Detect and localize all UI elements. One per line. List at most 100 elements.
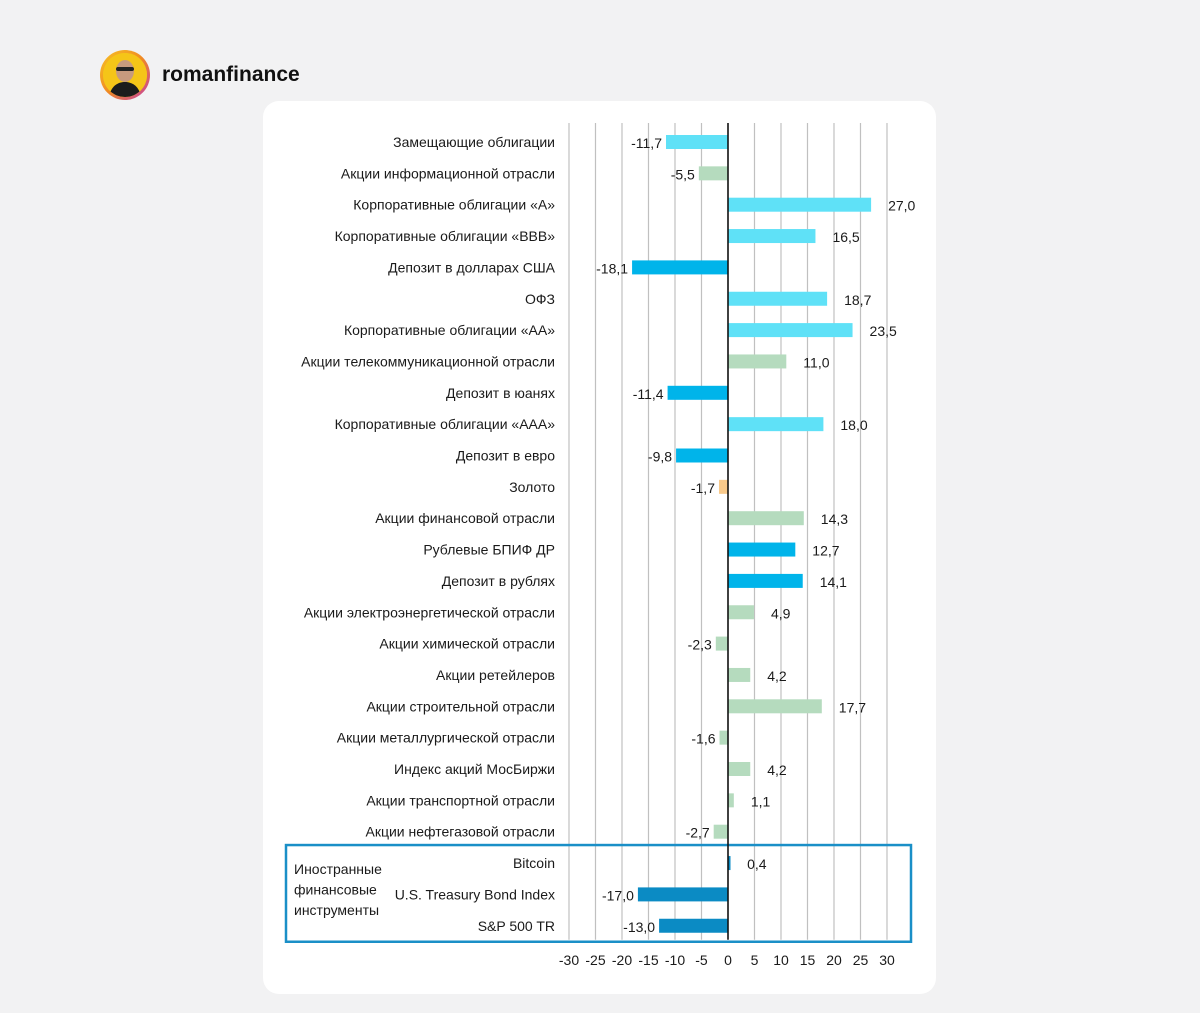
x-tick-label: 0 [724, 952, 732, 968]
category-label: Акции нефтегазовой отрасли [366, 824, 556, 840]
value-label: 1,1 [751, 793, 771, 809]
value-label: -11,4 [633, 386, 664, 402]
value-label: 0,4 [747, 856, 767, 872]
x-tick-label: 5 [751, 952, 759, 968]
value-label: -9,8 [648, 449, 672, 465]
category-label: Акции химической отрасли [379, 636, 555, 652]
x-tick-label: -10 [665, 952, 685, 968]
value-label: -5,5 [671, 166, 695, 182]
value-label: -13,0 [623, 919, 655, 935]
category-label: Депозит в евро [456, 448, 555, 464]
category-label: U.S. Treasury Bond Index [395, 886, 555, 902]
x-tick-label: 30 [879, 952, 895, 968]
x-tick-label: -30 [559, 952, 579, 968]
value-label: 27,0 [888, 198, 915, 214]
x-tick-label: 15 [800, 952, 816, 968]
bar [667, 385, 728, 400]
x-tick-label: -25 [585, 952, 605, 968]
category-label: Рублевые БПИФ ДР [423, 542, 555, 558]
x-tick-label: -15 [638, 952, 658, 968]
bar [698, 166, 728, 181]
value-label: 11,0 [803, 354, 829, 370]
bar [728, 605, 754, 620]
category-label: Акции транспортной отрасли [366, 792, 555, 808]
category-label: Индекс акций МосБиржи [394, 761, 555, 777]
category-label: Корпоративные облигации «ААА» [335, 416, 556, 432]
value-label: 17,7 [839, 699, 866, 715]
value-label: 14,1 [820, 574, 847, 590]
category-label: Депозит в рублях [442, 573, 555, 589]
category-label: Акции информационной отрасли [341, 165, 555, 181]
bar [713, 824, 728, 839]
chart-card: Иностранные финансовые инструменты Замещающ… [263, 101, 936, 994]
category-label: Корпоративные облигации «А» [353, 197, 555, 213]
category-label: Депозит в долларах США [388, 259, 556, 275]
bar [728, 229, 816, 244]
value-label: -17,0 [602, 887, 634, 903]
value-label: 4,2 [767, 762, 787, 778]
value-label: -1,6 [691, 731, 715, 747]
person-icon [103, 53, 147, 97]
value-label: -2,7 [686, 825, 710, 841]
value-label: -18,1 [596, 260, 628, 276]
bar [718, 479, 728, 494]
x-tick-label: -20 [612, 952, 632, 968]
bar [728, 323, 853, 338]
bar [728, 197, 872, 212]
bar [728, 762, 751, 776]
bar [632, 260, 728, 275]
bar [728, 856, 731, 871]
category-label: Акции строительной отрасли [366, 698, 555, 714]
bar [659, 918, 728, 933]
category-label: Bitcoin [513, 855, 555, 871]
x-tick-label: 25 [853, 952, 869, 968]
bar [715, 636, 728, 651]
category-label: Корпоративные облигации «BBB» [335, 228, 556, 244]
category-label: Акции телекоммуникационной отрасли [301, 353, 555, 369]
value-label: 12,7 [812, 543, 839, 559]
category-label: ОФЗ [525, 291, 555, 307]
avatar-photo [103, 53, 147, 97]
category-label: Замещающие облигации [393, 134, 555, 150]
bar [728, 542, 796, 557]
value-label: -2,3 [688, 637, 712, 653]
category-label: Депозит в юанях [446, 385, 555, 401]
bar [728, 667, 751, 682]
group-label-line: Иностранные [294, 861, 382, 877]
category-label: Корпоративные облигации «АА» [344, 322, 555, 338]
bar [728, 573, 803, 588]
category-label: Золото [509, 479, 555, 495]
group-frame [284, 843, 913, 943]
value-label: -11,7 [631, 135, 662, 151]
bar [728, 699, 822, 714]
category-label: Акции электроэнергетической отрасли [304, 604, 555, 620]
category-label: Акции финансовой отрасли [375, 510, 555, 526]
bar [728, 291, 828, 306]
group-label-line: инструменты [294, 902, 379, 918]
value-label: 4,9 [771, 605, 791, 621]
x-tick-label: 20 [826, 952, 842, 968]
bar [719, 730, 728, 745]
value-label: 23,5 [870, 323, 897, 339]
bar [676, 448, 728, 463]
bar [665, 135, 728, 149]
post-header: romanfinance [100, 50, 300, 100]
bar [728, 417, 824, 432]
value-label: 4,2 [767, 668, 787, 684]
bar-chart: Иностранные финансовые инструменты Замещающ… [284, 123, 916, 968]
value-label: 18,0 [840, 417, 867, 433]
value-label: 16,5 [832, 229, 859, 245]
avatar[interactable] [100, 50, 150, 100]
author-name[interactable]: romanfinance [162, 63, 300, 86]
bar [728, 793, 734, 808]
value-label: 14,3 [821, 511, 848, 527]
bar [728, 511, 804, 526]
x-tick-label: 10 [773, 952, 789, 968]
category-label: S&P 500 TR [478, 918, 555, 934]
category-label: Акции металлургической отрасли [337, 730, 555, 746]
value-label: 18,7 [844, 292, 871, 308]
value-label: -1,7 [691, 480, 715, 496]
bar [637, 887, 728, 902]
category-label: Акции ретейлеров [436, 667, 555, 683]
bar [728, 354, 787, 369]
